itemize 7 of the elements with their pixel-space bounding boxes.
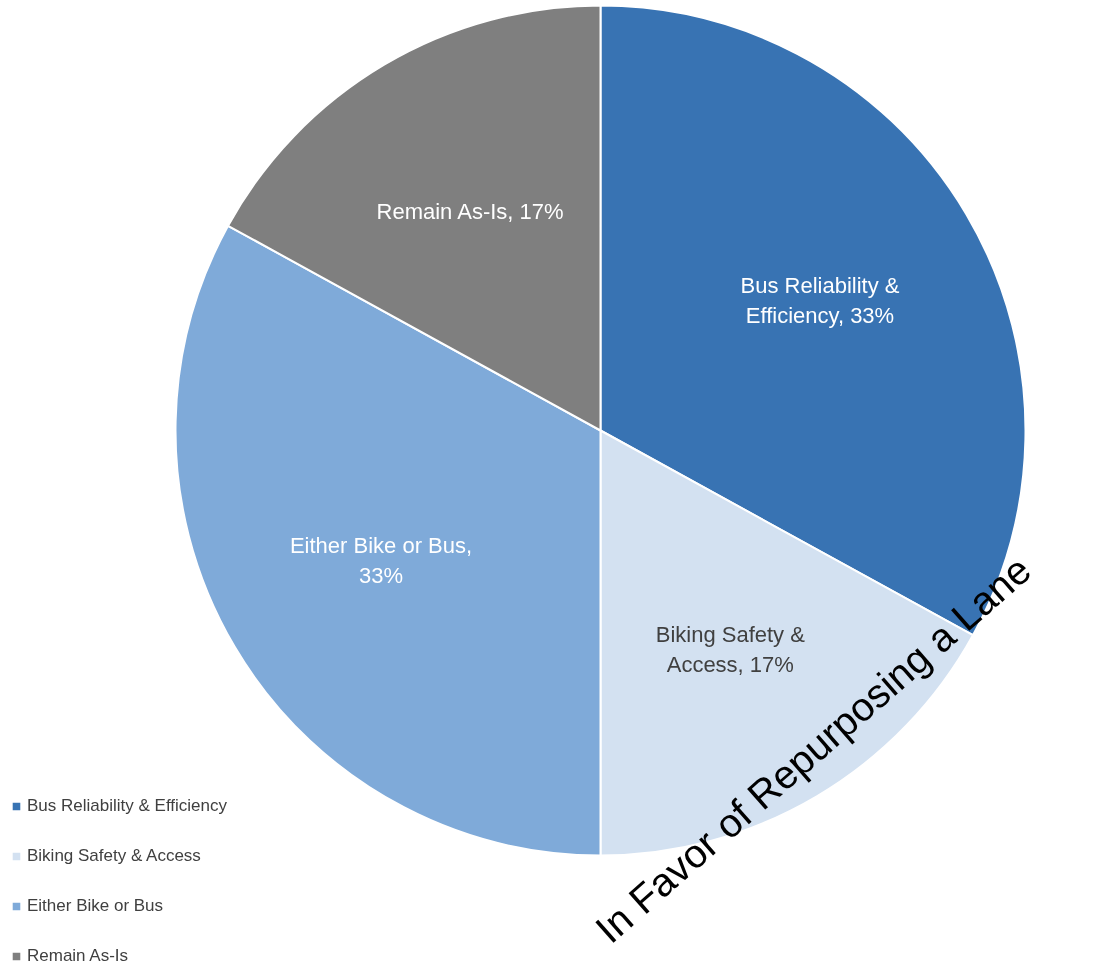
legend-label: Bus Reliability & Efficiency xyxy=(27,796,227,816)
data-label: Either Bike or Bus, 33% xyxy=(289,532,473,588)
legend-label: Remain As-Is xyxy=(27,946,129,966)
data-label: Bus Reliability & Efficiency, 33% xyxy=(740,273,900,329)
data-label: Remain As-Is, 17% xyxy=(376,198,564,224)
legend-label: Either Bike or Bus xyxy=(27,896,164,916)
legend-label: Biking Safety & Access xyxy=(27,846,201,866)
